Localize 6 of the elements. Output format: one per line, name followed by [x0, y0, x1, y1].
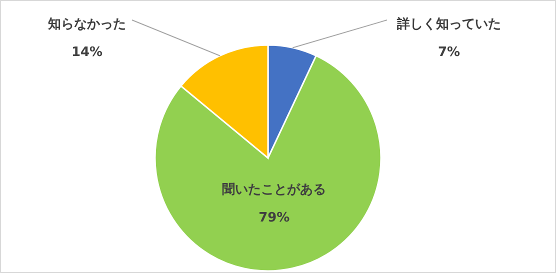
data-label: 79% — [258, 210, 290, 226]
data-label: 14% — [71, 45, 103, 60]
slice-label: 聞いたことがある — [222, 182, 326, 198]
slice-label: 詳しく知っていた — [396, 16, 501, 32]
data-label: 7% — [438, 45, 460, 60]
slice-label: 知らなかった — [47, 17, 126, 32]
